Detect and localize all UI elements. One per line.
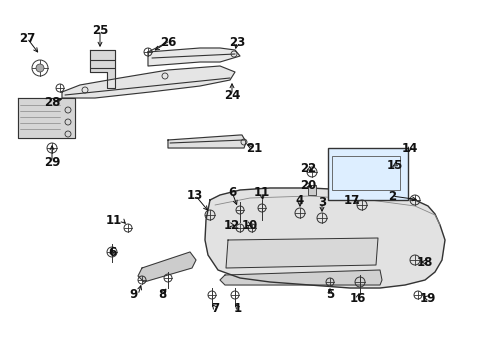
Circle shape <box>36 64 44 72</box>
Text: 7: 7 <box>210 302 219 315</box>
Text: 25: 25 <box>92 23 108 36</box>
Polygon shape <box>62 66 235 98</box>
Text: 9: 9 <box>129 288 138 302</box>
Polygon shape <box>168 135 245 148</box>
Text: 13: 13 <box>186 189 203 202</box>
Text: 14: 14 <box>401 141 417 154</box>
Text: 20: 20 <box>299 179 315 192</box>
Text: 19: 19 <box>419 292 435 305</box>
Polygon shape <box>225 238 377 268</box>
Text: 24: 24 <box>224 89 240 102</box>
Polygon shape <box>18 98 75 138</box>
Polygon shape <box>90 50 115 88</box>
Text: 23: 23 <box>228 36 244 49</box>
Text: 10: 10 <box>242 219 258 231</box>
Text: 3: 3 <box>317 195 325 208</box>
Text: 27: 27 <box>19 32 35 45</box>
Text: 6: 6 <box>227 185 236 198</box>
Text: 2: 2 <box>387 189 395 202</box>
Text: 16: 16 <box>349 292 366 305</box>
Text: 5: 5 <box>325 288 333 302</box>
Bar <box>331 156 399 190</box>
Polygon shape <box>138 252 196 282</box>
Text: 21: 21 <box>245 141 262 154</box>
Text: 1: 1 <box>233 302 242 315</box>
Polygon shape <box>204 188 444 288</box>
Bar <box>327 148 407 200</box>
Text: 26: 26 <box>160 36 176 49</box>
Text: 22: 22 <box>299 162 315 175</box>
Text: 11: 11 <box>253 185 269 198</box>
Bar <box>307 185 315 195</box>
Text: 8: 8 <box>158 288 166 302</box>
Text: 6: 6 <box>108 246 116 258</box>
Polygon shape <box>220 270 381 285</box>
Text: 11: 11 <box>105 213 122 226</box>
Text: 18: 18 <box>416 256 432 269</box>
Text: 28: 28 <box>44 95 60 108</box>
Text: 4: 4 <box>295 194 304 207</box>
Text: 29: 29 <box>44 156 60 168</box>
Text: 15: 15 <box>386 158 403 171</box>
Text: 17: 17 <box>343 194 359 207</box>
Text: 12: 12 <box>224 219 240 231</box>
Polygon shape <box>148 48 240 66</box>
